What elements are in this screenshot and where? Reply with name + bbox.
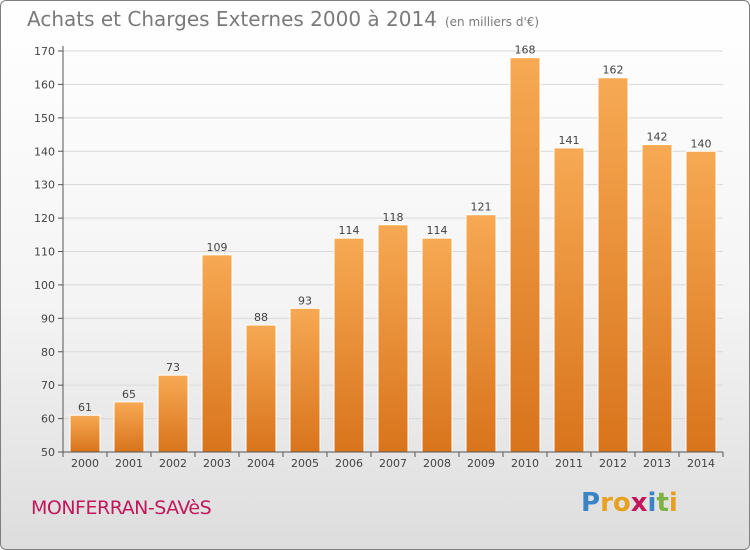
- data-label: 61: [78, 401, 92, 414]
- data-label: 114: [427, 224, 448, 237]
- bar: [465, 214, 497, 453]
- x-tick-label: 2007: [379, 457, 407, 470]
- x-tick-label: 2005: [291, 457, 319, 470]
- bar: [245, 324, 277, 453]
- logo-letter: t: [656, 488, 669, 518]
- logo-letter: o: [612, 488, 631, 518]
- data-label: 142: [647, 131, 668, 144]
- y-tick-label: 150: [34, 112, 55, 125]
- bar: [201, 254, 233, 453]
- bar: [69, 414, 101, 453]
- logo-letter: P: [581, 488, 601, 518]
- x-tick-label: 2008: [423, 457, 451, 470]
- data-label: 162: [603, 64, 624, 77]
- y-tick-label: 140: [34, 145, 55, 158]
- data-label: 73: [166, 361, 180, 374]
- chart-title-text: Achats et Charges Externes 2000 à 2014: [27, 7, 437, 31]
- y-tick-label: 100: [34, 279, 55, 292]
- data-label: 168: [515, 44, 536, 57]
- x-tick-label: 2003: [203, 457, 231, 470]
- axes: 50 60 70 80 90 100 110 120 130 140 150 160 170 2000 20…: [34, 45, 724, 470]
- y-tick-label: 80: [41, 346, 55, 359]
- data-label: 109: [207, 241, 228, 254]
- x-tick-label: 2012: [599, 457, 627, 470]
- data-label: 88: [254, 311, 268, 324]
- x-tick-label: 2011: [555, 457, 583, 470]
- logo-letter: r: [600, 488, 613, 518]
- x-tick-label: 2002: [159, 457, 187, 470]
- y-tick-label: 120: [34, 212, 55, 225]
- bar: [641, 144, 673, 453]
- data-label: 93: [298, 294, 312, 307]
- y-tick-label: 160: [34, 78, 55, 91]
- logo-letter: x: [630, 488, 648, 518]
- x-tick-label: 2013: [643, 457, 671, 470]
- logo-letter: i: [668, 488, 678, 518]
- logo-letter: i: [647, 488, 657, 518]
- y-tick-label: 170: [34, 45, 55, 58]
- data-label: 121: [471, 201, 492, 214]
- bar: [113, 401, 145, 453]
- y-tick-label: 70: [41, 379, 55, 392]
- data-label: 140: [691, 137, 712, 150]
- chart-title: Achats et Charges Externes 2000 à 2014 (e…: [27, 7, 539, 31]
- proxiti-logo: Proxiti: [581, 488, 678, 518]
- y-tick-label: 110: [34, 246, 55, 259]
- bar: [157, 374, 189, 453]
- x-tick-label: 2014: [687, 457, 715, 470]
- x-tick-label: 2009: [467, 457, 495, 470]
- bar: [685, 150, 717, 453]
- data-label: 141: [559, 134, 580, 147]
- data-label: 118: [383, 211, 404, 224]
- data-labels: 61 65 73 109 88 93 114 118 114 121 168 141 162 142 140: [78, 44, 712, 415]
- bars: [69, 57, 717, 453]
- bar: [289, 307, 321, 453]
- x-tick-label: 2000: [71, 457, 99, 470]
- bar: [377, 224, 409, 453]
- town-name: MONFERRAN-SAVèS: [31, 497, 212, 519]
- bar: [509, 57, 541, 453]
- y-tick-label: 50: [41, 446, 55, 459]
- y-tick-label: 60: [41, 413, 55, 426]
- bar: [553, 147, 585, 453]
- x-tick-label: 2010: [511, 457, 539, 470]
- chart-subtitle: (en milliers d'€): [444, 15, 540, 29]
- x-tick-label: 2006: [335, 457, 363, 470]
- bar: [597, 77, 629, 453]
- data-label: 114: [339, 224, 360, 237]
- bar: [333, 237, 365, 453]
- y-tick-label: 130: [34, 179, 55, 192]
- x-tick-label: 2001: [115, 457, 143, 470]
- bar: [421, 237, 453, 453]
- y-tick-label: 90: [41, 312, 55, 325]
- x-tick-label: 2004: [247, 457, 275, 470]
- data-label: 65: [122, 388, 136, 401]
